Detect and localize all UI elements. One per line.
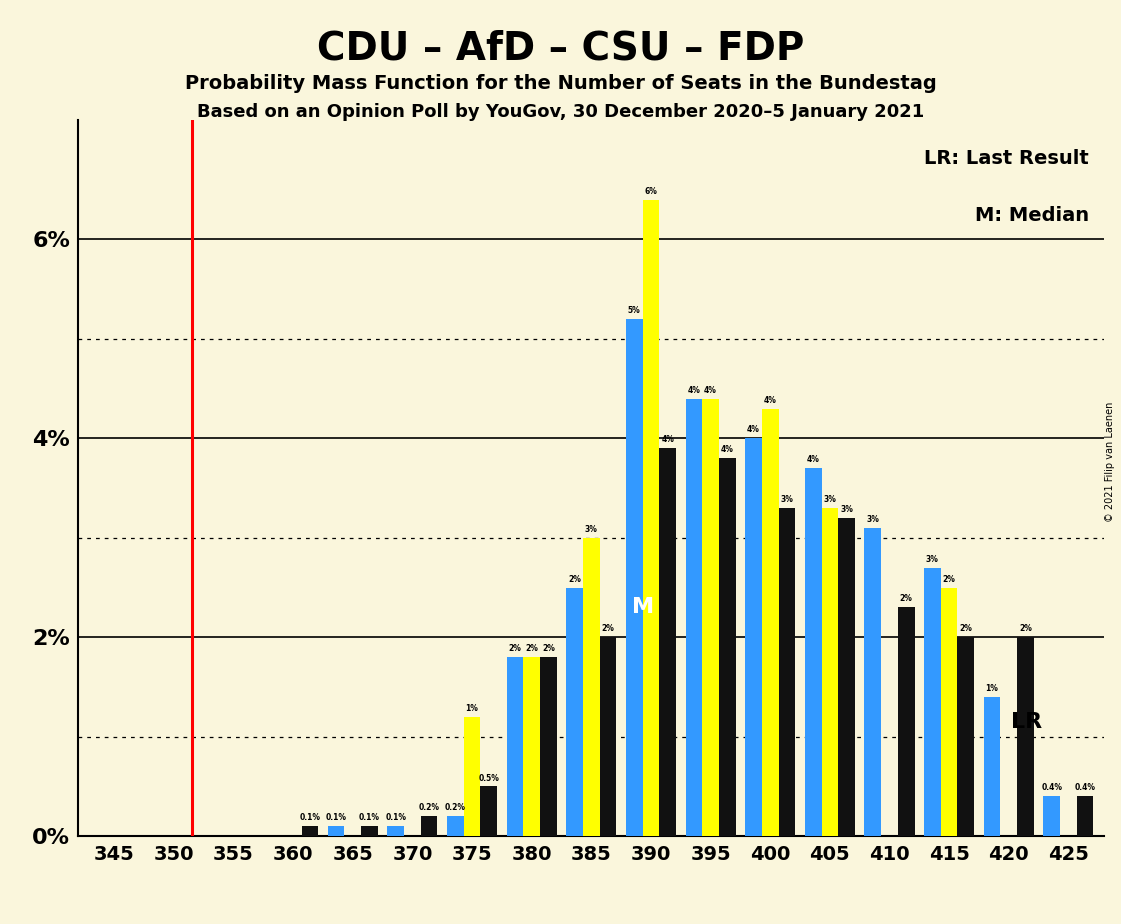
Text: 0.2%: 0.2% (418, 803, 439, 812)
Text: 2%: 2% (900, 594, 912, 603)
Text: 0.2%: 0.2% (445, 803, 466, 812)
Text: 4%: 4% (687, 385, 701, 395)
Bar (941, 588, 957, 836)
Text: Based on an Opinion Poll by YouGov, 30 December 2020–5 January 2021: Based on an Opinion Poll by YouGov, 30 D… (197, 103, 924, 121)
Bar (524, 657, 540, 836)
Text: 0.5%: 0.5% (479, 773, 499, 783)
Bar (600, 638, 617, 836)
Bar (659, 448, 676, 836)
Text: 4%: 4% (721, 445, 734, 455)
Bar (762, 408, 779, 836)
Text: 2%: 2% (509, 644, 521, 653)
Text: 4%: 4% (704, 385, 717, 395)
Text: 6%: 6% (645, 187, 657, 196)
Text: 2%: 2% (541, 644, 555, 653)
Bar (864, 528, 881, 836)
Text: 2%: 2% (602, 625, 614, 633)
Text: M: Median: M: Median (974, 206, 1088, 225)
Text: LR: LR (1011, 711, 1043, 732)
Bar (626, 319, 642, 836)
Text: 1%: 1% (985, 684, 999, 693)
Bar (540, 657, 557, 836)
Bar (447, 816, 464, 836)
Bar (583, 538, 600, 836)
Text: 3%: 3% (780, 495, 794, 504)
Text: 2%: 2% (568, 575, 581, 584)
Bar (805, 468, 822, 836)
Bar (719, 458, 735, 836)
Bar (420, 816, 437, 836)
Text: © 2021 Filip van Laenen: © 2021 Filip van Laenen (1105, 402, 1115, 522)
Bar (702, 398, 719, 836)
Bar (984, 697, 1000, 836)
Bar (566, 588, 583, 836)
Text: LR: Last Result: LR: Last Result (924, 149, 1088, 168)
Text: 3%: 3% (824, 495, 836, 504)
Bar (361, 826, 378, 836)
Bar (686, 398, 702, 836)
Bar (1077, 796, 1093, 836)
Text: 0.4%: 0.4% (1075, 784, 1095, 793)
Text: 1%: 1% (465, 704, 479, 713)
Text: 4%: 4% (763, 395, 777, 405)
Bar (1017, 638, 1034, 836)
Text: CDU – AfD – CSU – FDP: CDU – AfD – CSU – FDP (317, 30, 804, 67)
Text: 4%: 4% (661, 435, 674, 444)
Text: 0.1%: 0.1% (325, 813, 346, 822)
Text: Probability Mass Function for the Number of Seats in the Bundestag: Probability Mass Function for the Number… (185, 74, 936, 93)
Text: 4%: 4% (747, 425, 760, 434)
Bar (507, 657, 524, 836)
Text: 2%: 2% (960, 625, 972, 633)
Bar (745, 438, 762, 836)
Bar (924, 567, 941, 836)
Text: 0.1%: 0.1% (359, 813, 380, 822)
Text: M: M (631, 598, 654, 617)
Bar (957, 638, 974, 836)
Bar (327, 826, 344, 836)
Bar (464, 717, 481, 836)
Bar (1044, 796, 1060, 836)
Bar (779, 508, 795, 836)
Text: 5%: 5% (628, 306, 640, 315)
Text: 3%: 3% (585, 525, 597, 534)
Text: 2%: 2% (526, 644, 538, 653)
Text: 0.1%: 0.1% (386, 813, 406, 822)
Bar (898, 607, 915, 836)
Text: 3%: 3% (840, 505, 853, 514)
Bar (839, 518, 855, 836)
Bar (302, 826, 318, 836)
Bar (388, 826, 404, 836)
Text: 2%: 2% (1019, 625, 1032, 633)
Bar (481, 786, 497, 836)
Text: 3%: 3% (867, 515, 879, 524)
Bar (642, 200, 659, 836)
Text: 0.4%: 0.4% (1041, 784, 1063, 793)
Text: 4%: 4% (807, 456, 819, 464)
Bar (822, 508, 839, 836)
Text: 2%: 2% (943, 575, 955, 584)
Text: 3%: 3% (926, 554, 939, 564)
Text: 0.1%: 0.1% (299, 813, 321, 822)
